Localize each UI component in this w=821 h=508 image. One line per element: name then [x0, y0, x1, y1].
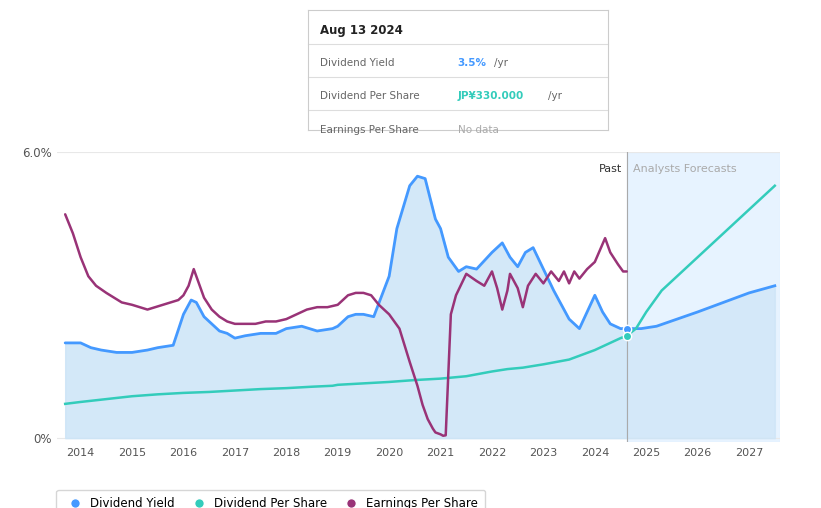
Text: /yr: /yr	[493, 58, 507, 68]
Text: 3.5%: 3.5%	[458, 58, 487, 68]
Text: /yr: /yr	[548, 91, 562, 101]
Text: No data: No data	[458, 125, 498, 135]
Text: Past: Past	[599, 164, 622, 174]
Text: Earnings Per Share: Earnings Per Share	[320, 125, 419, 135]
Text: Dividend Yield: Dividend Yield	[320, 58, 394, 68]
Text: Analysts Forecasts: Analysts Forecasts	[633, 164, 736, 174]
Text: Aug 13 2024: Aug 13 2024	[320, 24, 403, 38]
Text: Dividend Per Share: Dividend Per Share	[320, 91, 420, 101]
Bar	[626, 152, 780, 442]
Legend: Dividend Yield, Dividend Per Share, Earnings Per Share: Dividend Yield, Dividend Per Share, Earn…	[56, 490, 485, 508]
Text: JP¥330.000: JP¥330.000	[458, 91, 524, 101]
